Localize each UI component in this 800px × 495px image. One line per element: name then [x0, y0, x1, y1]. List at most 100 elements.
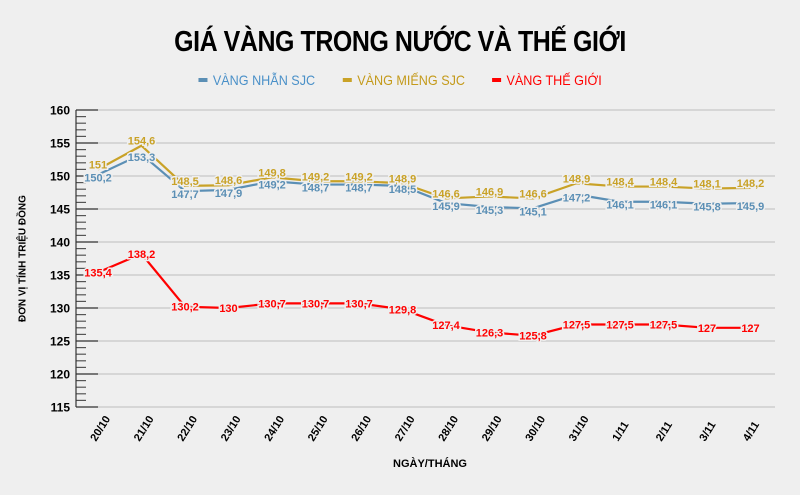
data-label: 130,7	[302, 298, 330, 310]
data-label-halo: 149,2	[302, 171, 330, 183]
y-tick-label: 120	[50, 368, 70, 382]
x-tick-label: 28/10	[436, 414, 461, 444]
data-label: 130	[219, 303, 237, 315]
data-label: 127,4	[432, 320, 460, 332]
data-label-halo: 130,7	[302, 298, 330, 310]
data-label: 127	[698, 323, 716, 335]
data-label-halo: 154,6	[128, 136, 156, 148]
x-tick-label: 21/10	[132, 414, 157, 444]
data-label-halo: 127,5	[650, 320, 678, 332]
data-label-halo: 125,8	[519, 331, 547, 343]
legend-swatch-vang-the-gioi	[491, 78, 501, 82]
data-label-halo: 146,9	[476, 186, 504, 198]
x-tick-label: 4/11	[741, 420, 762, 444]
legend-label-vang-the-gioi: VÀNG THẾ GIỚI	[506, 72, 602, 88]
data-label-halo: 147,7	[171, 189, 199, 201]
data-label: 145,1	[519, 206, 547, 218]
data-label: 154,6	[128, 136, 156, 148]
x-tick-label: 2/11	[654, 420, 675, 444]
y-tick-label: 125	[50, 335, 70, 349]
data-label-halo: 127	[698, 323, 716, 335]
data-label: 149,2	[258, 179, 286, 191]
y-tick-label: 115	[51, 401, 71, 415]
data-label: 130,7	[345, 298, 373, 310]
data-label: 129,8	[389, 304, 417, 316]
data-label-halo: 150,2	[84, 173, 112, 185]
data-label-halo: 148,5	[171, 176, 199, 188]
data-label-halo: 148,1	[693, 179, 721, 191]
data-label-halo: 129,8	[389, 304, 417, 316]
data-label: 148,4	[650, 177, 678, 189]
data-label: 147,7	[171, 189, 199, 201]
legend-item-vang-the-gioi: VÀNG THẾ GIỚI	[491, 72, 602, 88]
data-label-halo: 130,7	[258, 298, 286, 310]
data-label-halo: 146,1	[650, 200, 678, 212]
data-label-halo: 145,1	[519, 206, 547, 218]
series-line-2	[97, 252, 751, 337]
data-label-halo: 149,2	[345, 171, 373, 183]
data-label-halo: 148,7	[302, 183, 330, 195]
y-tick-label: 140	[50, 236, 70, 250]
data-label-halo: 149,2	[258, 179, 286, 191]
data-label-halo: 147,2	[563, 192, 591, 204]
data-label: 146,9	[476, 186, 504, 198]
data-label-halo: 148,4	[606, 177, 634, 189]
y-tick-label: 145	[50, 203, 70, 217]
data-label-halo: 135,4	[84, 267, 112, 279]
data-label-halo: 147,9	[215, 188, 243, 200]
series-line-0	[97, 153, 751, 210]
x-tick-label: 26/10	[349, 414, 374, 444]
series-line-1	[97, 144, 751, 200]
x-axis-label: NGÀY/THÁNG	[393, 458, 467, 470]
data-label-halo: 138,2	[128, 249, 156, 261]
y-tick-label: 135	[50, 269, 70, 283]
data-label: 127,5	[650, 320, 678, 332]
data-label-halo: 151	[89, 159, 107, 171]
data-label: 148,9	[563, 173, 591, 185]
y-tick-label: 160	[50, 104, 70, 118]
data-label-halo: 149,8	[258, 167, 286, 179]
data-label: 130,2	[171, 302, 199, 314]
legend-item-vang-mieng: VÀNG MIẾNG SJC	[342, 72, 465, 88]
data-label: 146,1	[606, 200, 634, 212]
data-label-halo: 130,2	[171, 302, 199, 314]
y-tick-label: 155	[50, 137, 70, 151]
data-label-halo: 146,6	[432, 188, 460, 200]
data-label: 147,2	[563, 192, 591, 204]
data-label: 127,5	[563, 320, 591, 332]
data-label: 148,6	[215, 175, 243, 187]
data-label: 147,9	[215, 188, 243, 200]
data-label-halo: 130,7	[345, 298, 373, 310]
legend-swatch-vang-nhan	[198, 78, 208, 82]
data-label-halo: 153,3	[128, 152, 156, 164]
data-label-halo: 146,1	[606, 200, 634, 212]
data-label-halo: 126,3	[476, 327, 504, 339]
x-tick-label: 23/10	[219, 414, 244, 444]
chart-title: GIÁ VÀNG TRONG NƯỚC VÀ THẾ GIỚI	[174, 26, 626, 58]
x-tick-label: 27/10	[393, 414, 418, 444]
x-tick-label: 24/10	[262, 414, 287, 444]
x-tick-label: 1/11	[610, 420, 631, 444]
data-label: 153,3	[128, 152, 156, 164]
data-label: 148,1	[693, 179, 721, 191]
data-label: 148,5	[389, 184, 417, 196]
data-label: 148,4	[606, 177, 634, 189]
data-label: 145,8	[693, 202, 721, 214]
data-label: 150,2	[84, 173, 112, 185]
data-label: 148,7	[302, 183, 330, 195]
x-tick-label: 31/10	[567, 414, 592, 444]
x-tick-label: 30/10	[523, 414, 548, 444]
data-label-halo: 127	[741, 323, 759, 335]
data-label: 148,2	[737, 178, 765, 190]
x-tick-label: 20/10	[88, 414, 113, 444]
data-label: 127,5	[606, 320, 634, 332]
data-label-halo: 127,5	[606, 320, 634, 332]
data-label: 145,3	[476, 205, 504, 217]
data-label-halo: 148,2	[737, 178, 765, 190]
data-label: 146,6	[519, 188, 547, 200]
data-label-halo: 148,5	[389, 184, 417, 196]
data-label: 125,8	[519, 331, 547, 343]
data-label-halo: 145,9	[432, 201, 460, 213]
data-label: 130,7	[258, 298, 286, 310]
